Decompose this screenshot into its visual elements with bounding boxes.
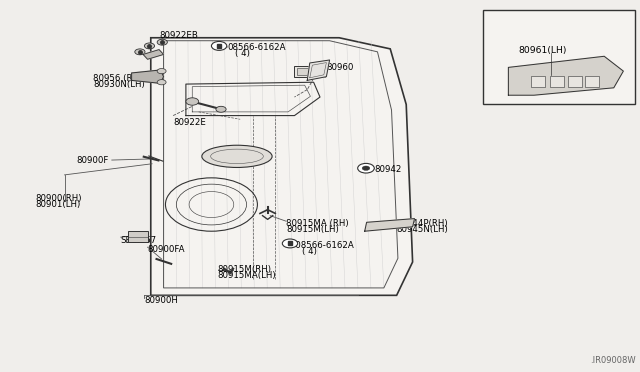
Circle shape [216, 106, 226, 112]
Text: 80915M(LH): 80915M(LH) [286, 225, 339, 234]
Text: 80900(RH): 80900(RH) [36, 194, 83, 203]
Polygon shape [508, 56, 623, 95]
Text: 80961(LH): 80961(LH) [518, 46, 566, 55]
Text: 80915MA(LH): 80915MA(LH) [218, 271, 276, 280]
Polygon shape [132, 70, 164, 83]
Ellipse shape [202, 145, 272, 167]
Circle shape [135, 49, 145, 55]
Text: ( 4): ( 4) [235, 49, 250, 58]
Bar [568, 76, 582, 87]
Bar [297, 68, 310, 75]
Text: 80900H: 80900H [145, 296, 179, 305]
Text: ( 4): ( 4) [302, 247, 317, 256]
Circle shape [362, 166, 370, 170]
Text: 80915MA (RH): 80915MA (RH) [286, 219, 349, 228]
Circle shape [157, 68, 166, 74]
Circle shape [157, 80, 166, 85]
Text: 80930N(LH): 80930N(LH) [93, 80, 145, 89]
Circle shape [157, 39, 168, 45]
Text: 80942: 80942 [374, 165, 402, 174]
Text: 80901(LH): 80901(LH) [36, 200, 81, 209]
Text: 80945N(LH): 80945N(LH) [397, 225, 449, 234]
Circle shape [282, 239, 298, 248]
Bar [585, 76, 599, 87]
Text: 80956 (RH): 80956 (RH) [93, 74, 143, 83]
Text: 80922E: 80922E [173, 118, 206, 127]
Bar [531, 76, 545, 87]
Bar [550, 76, 564, 87]
Bar [294, 66, 325, 77]
Text: 80944P(RH): 80944P(RH) [397, 219, 448, 228]
Polygon shape [365, 219, 415, 231]
Polygon shape [307, 60, 330, 80]
Text: 80915M(RH): 80915M(RH) [218, 265, 272, 274]
Text: 80922EB: 80922EB [159, 31, 198, 41]
Text: .IR09008W: .IR09008W [591, 356, 636, 365]
Text: 08566-6162A: 08566-6162A [227, 42, 286, 51]
Bar [483, 10, 635, 105]
Circle shape [145, 43, 155, 49]
Polygon shape [143, 49, 164, 59]
Circle shape [358, 163, 374, 173]
Text: SEC.267: SEC.267 [121, 236, 157, 246]
Polygon shape [151, 38, 413, 295]
Text: 80960: 80960 [326, 63, 354, 72]
Circle shape [186, 98, 198, 105]
FancyBboxPatch shape [128, 231, 148, 241]
Text: S 08566-6162A: S 08566-6162A [287, 241, 353, 250]
Circle shape [211, 41, 227, 50]
Text: 80900FA: 80900FA [148, 244, 185, 253]
Text: 80900F: 80900F [76, 155, 108, 164]
